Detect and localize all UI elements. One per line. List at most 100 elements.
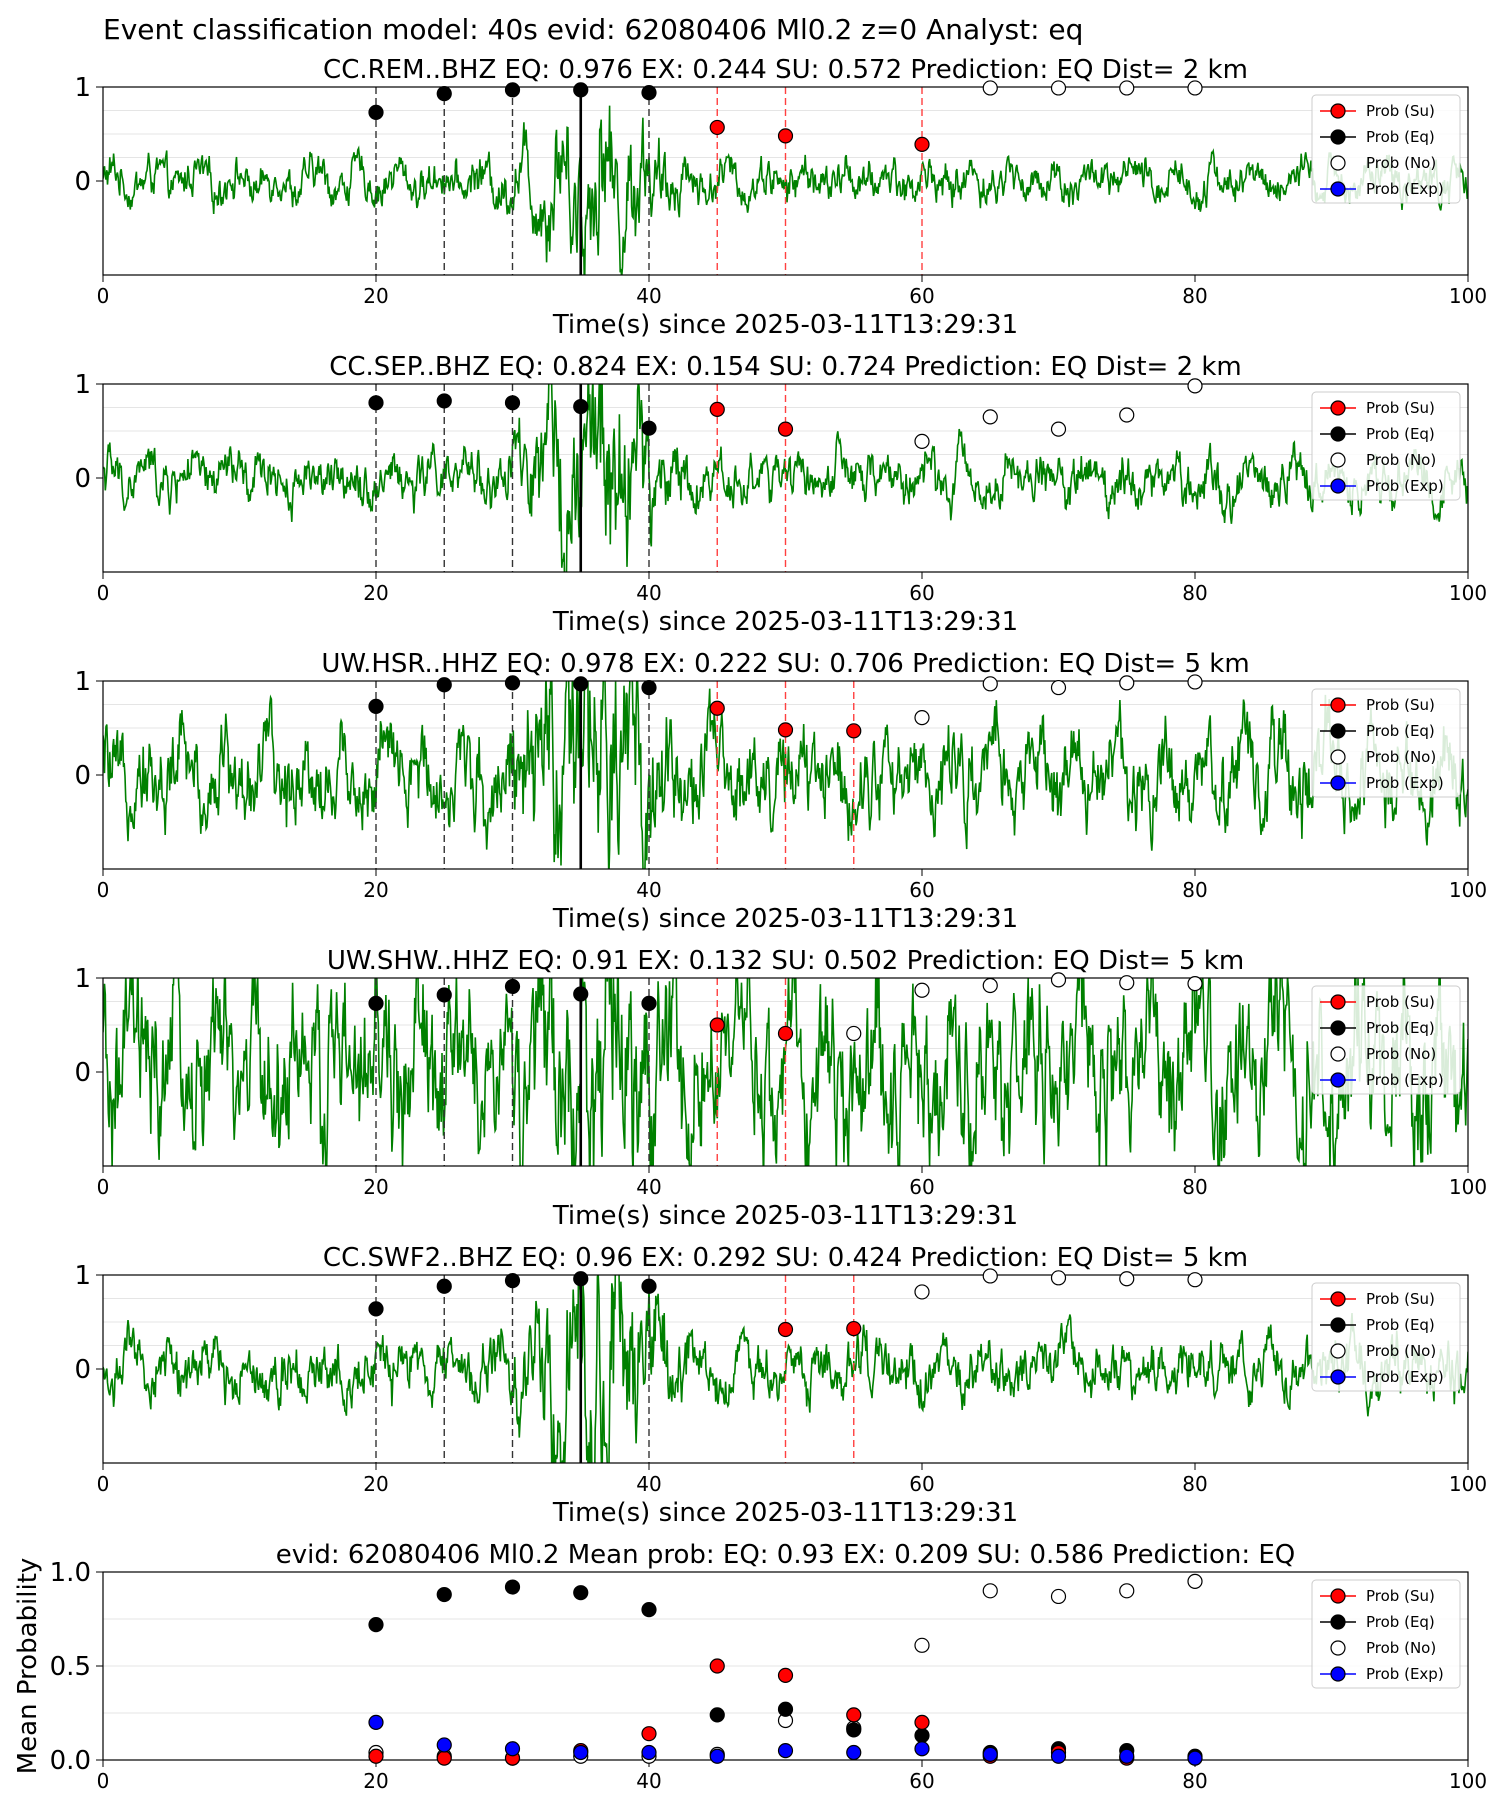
- point-prob-no: [914, 433, 930, 449]
- legend-label: Prob (Eq): [1366, 1019, 1435, 1037]
- legend-marker: [1330, 1072, 1346, 1088]
- point-prob-eq: [641, 995, 657, 1011]
- point-prob-su: [846, 1707, 862, 1723]
- x-tick-label: 80: [1182, 1472, 1207, 1496]
- point-prob-no: [982, 1583, 998, 1599]
- point-prob-eq: [846, 1722, 862, 1738]
- point-prob-eq: [436, 85, 452, 102]
- legend-label: Prob (Eq): [1366, 425, 1435, 443]
- legend-box: [1311, 1579, 1461, 1689]
- y-tick-label: 1.0: [50, 1558, 91, 1588]
- legend-label: Prob (Su): [1366, 696, 1435, 714]
- x-tick-label: 40: [636, 284, 661, 308]
- point-prob-eq: [504, 395, 521, 411]
- point-prob-exp: [436, 1737, 452, 1753]
- legend-label: Prob (No): [1366, 154, 1436, 172]
- point-prob-eq: [641, 1278, 657, 1294]
- legend-label: Prob (No): [1366, 1639, 1436, 1657]
- x-tick-label: 0: [97, 1175, 110, 1199]
- point-prob-no: [1119, 975, 1135, 991]
- point-prob-eq: [777, 1701, 794, 1717]
- x-tick-label: 0: [97, 1769, 110, 1793]
- point-prob-no: [914, 710, 930, 726]
- x-tick-label: 100: [1449, 581, 1487, 605]
- point-prob-eq: [504, 82, 521, 98]
- panel-3: UW.HSR..HHZ EQ: 0.978 EX: 0.222 SU: 0.70…: [74, 649, 1487, 934]
- legend-marker: [1330, 994, 1346, 1010]
- y-tick-label: 0: [74, 464, 91, 494]
- legend-label: Prob (Exp): [1366, 1368, 1444, 1386]
- x-axis-label: Time(s) since 2025-03-11T13:29:31: [552, 904, 1018, 934]
- point-prob-exp: [573, 1744, 589, 1761]
- legend-marker: [1330, 697, 1346, 713]
- legend-marker: [1330, 1369, 1346, 1385]
- point-prob-eq: [641, 679, 657, 696]
- point-prob-no: [1050, 679, 1067, 696]
- point-prob-no: [1050, 1270, 1067, 1286]
- point-prob-eq: [368, 995, 384, 1011]
- x-tick-label: 100: [1449, 1769, 1487, 1793]
- legend-label: Prob (Exp): [1366, 774, 1444, 792]
- point-prob-exp: [1050, 1748, 1067, 1764]
- point-prob-exp: [641, 1744, 657, 1761]
- x-tick-label: 80: [1182, 1175, 1207, 1199]
- point-prob-su: [777, 1025, 794, 1042]
- point-prob-no: [914, 1637, 930, 1653]
- legend-box: [1311, 985, 1461, 1095]
- y-tick-label: 0.0: [50, 1746, 91, 1776]
- legend-marker: [1330, 400, 1346, 416]
- x-tick-label: 20: [363, 1472, 388, 1496]
- point-prob-no: [1187, 378, 1203, 394]
- x-tick-label: 40: [636, 581, 661, 605]
- x-tick-label: 80: [1182, 581, 1207, 605]
- x-tick-label: 60: [909, 878, 934, 902]
- point-prob-su: [777, 421, 794, 437]
- x-tick-label: 80: [1182, 284, 1207, 308]
- legend-marker: [1330, 181, 1346, 197]
- x-tick-label: 40: [636, 1472, 661, 1496]
- point-prob-eq: [573, 1585, 589, 1601]
- x-tick-label: 60: [909, 1175, 934, 1199]
- point-prob-exp: [777, 1742, 794, 1759]
- point-prob-su: [914, 136, 930, 152]
- x-tick-label: 0: [97, 284, 110, 308]
- x-tick-label: 20: [363, 1175, 388, 1199]
- point-prob-no: [982, 1268, 998, 1284]
- point-prob-no: [1187, 80, 1203, 96]
- point-prob-exp: [982, 1746, 998, 1762]
- x-axis-label: Time(s) since 2025-03-11T13:29:31: [552, 310, 1018, 340]
- x-tick-label: 60: [909, 1472, 934, 1496]
- point-prob-exp: [846, 1744, 862, 1761]
- point-prob-no: [1050, 80, 1067, 96]
- point-prob-eq: [436, 1586, 452, 1603]
- legend-label: Prob (Exp): [1366, 180, 1444, 198]
- point-prob-exp: [709, 1748, 725, 1764]
- legend-marker: [1330, 723, 1346, 739]
- legend-label: Prob (No): [1366, 451, 1436, 469]
- point-prob-no: [914, 982, 930, 998]
- x-tick-label: 80: [1182, 878, 1207, 902]
- legend-box: [1311, 94, 1461, 204]
- legend-label: Prob (No): [1366, 1045, 1436, 1063]
- panel-5: CC.SWF2..BHZ EQ: 0.96 EX: 0.292 SU: 0.42…: [74, 1243, 1487, 1528]
- legend-label: Prob (No): [1366, 748, 1436, 766]
- panel-title: UW.HSR..HHZ EQ: 0.978 EX: 0.222 SU: 0.70…: [321, 649, 1249, 679]
- x-tick-label: 40: [636, 878, 661, 902]
- x-tick-label: 60: [909, 1769, 934, 1793]
- legend-marker: [1330, 1588, 1346, 1604]
- figure-suptitle: Event classification model: 40s evid: 62…: [103, 13, 1083, 46]
- legend-marker: [1330, 775, 1346, 791]
- point-prob-eq: [573, 676, 589, 692]
- x-tick-label: 20: [363, 878, 388, 902]
- point-prob-eq: [368, 395, 384, 411]
- point-prob-eq: [436, 677, 452, 693]
- point-prob-no: [1187, 674, 1203, 690]
- y-tick-label: 0: [74, 1355, 91, 1385]
- point-prob-eq: [573, 986, 589, 1002]
- point-prob-exp: [1119, 1748, 1135, 1764]
- point-prob-exp: [914, 1741, 930, 1757]
- point-prob-su: [709, 1658, 725, 1674]
- legend-marker: [1330, 1666, 1346, 1682]
- x-axis-label: Time(s) since 2025-03-11T13:29:31: [552, 1201, 1018, 1231]
- point-prob-eq: [436, 1278, 452, 1294]
